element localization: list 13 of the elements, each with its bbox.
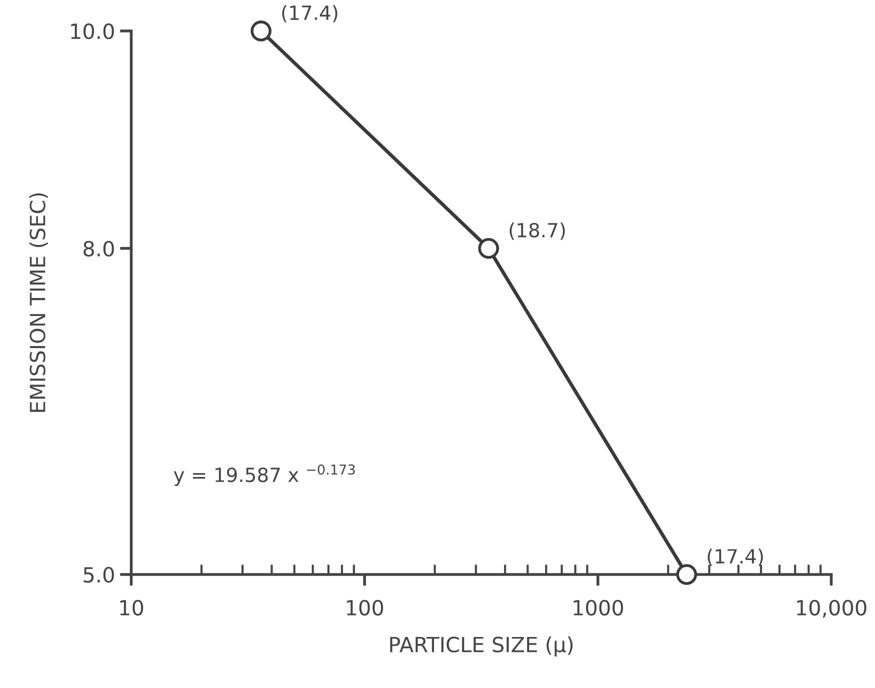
y-tick-label: 8.0	[84, 240, 114, 257]
annotation: (17.4)	[708, 548, 763, 566]
x-tick-label: 10,000	[797, 600, 866, 618]
annotation: (17.4)	[282, 5, 338, 22]
x-tick-label: 10	[120, 600, 144, 616]
y-axis-title: EMISSION TIME (SEC)	[29, 193, 48, 412]
x-tick-label: 1000	[574, 600, 624, 616]
x-tick-label: 100	[346, 600, 384, 616]
annotation: (18.7)	[510, 222, 565, 240]
annotation: y = 19.587 x $^{−0.173}$	[174, 464, 355, 486]
y-tick-label: 5.0	[84, 566, 114, 583]
x-axis-title: PARTICLE SIZE (μ)	[390, 636, 573, 656]
y-tick-label: 10.0	[71, 23, 114, 40]
